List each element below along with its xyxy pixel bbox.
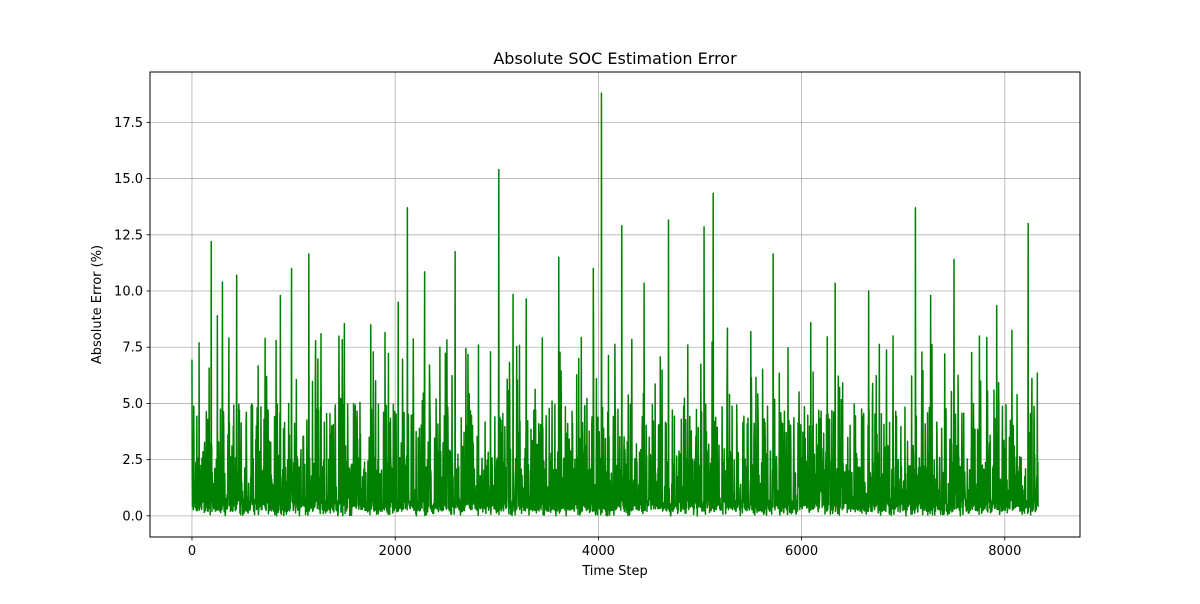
y-tick-label: 12.5 [114,228,143,243]
series-layer [191,92,1040,517]
y-axis-label: Absolute Error (%) [90,245,105,364]
chart-title: Absolute SOC Estimation Error [493,49,737,68]
y-tick-label: 0.0 [122,509,143,524]
y-tick-label: 15.0 [114,172,143,187]
plot-area-frame [149,71,1081,538]
x-tick-label: 4000 [582,544,615,559]
y-tick-label: 5.0 [122,397,143,412]
y-tick-label: 10.0 [114,285,143,300]
x-tick-label: 8000 [988,544,1021,559]
y-axis: 0.0 2.5 5.0 7.5 10.0 12.5 15.0 17.5 [114,116,150,524]
x-tick-label: 6000 [785,544,818,559]
series-line-absolute-error [191,92,1040,517]
x-tick-label: 2000 [379,544,412,559]
x-tick-label: 0 [188,544,196,559]
y-tick-label: 17.5 [114,116,143,131]
x-axis: 0 2000 4000 6000 8000 [188,537,1021,559]
x-axis-label: Time Step [581,564,648,579]
y-tick-label: 7.5 [122,341,143,356]
y-tick-label: 2.5 [122,453,143,468]
